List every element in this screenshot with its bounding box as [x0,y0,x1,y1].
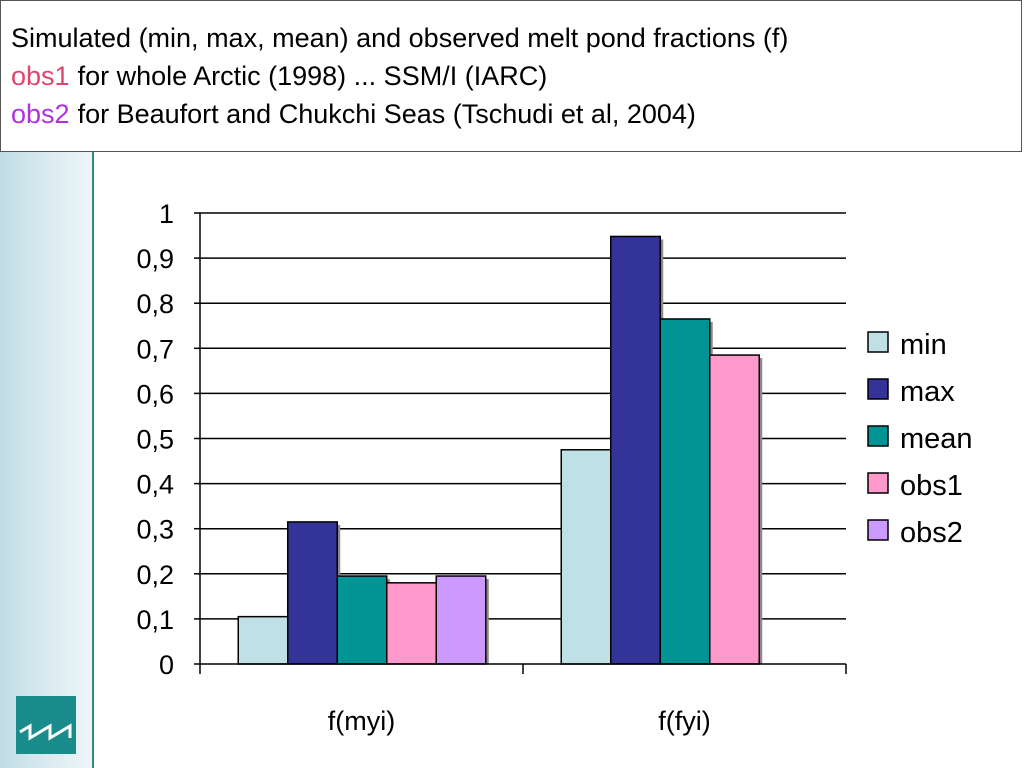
obs2-keyword: obs2 [11,99,70,129]
x-category-label: f(fyi) [658,706,710,736]
legend-swatch-min [867,331,889,353]
legend: min max mean obs1 obs2 [867,329,973,549]
obs1-keyword: obs1 [11,61,70,91]
side-divider-line [92,150,94,768]
legend-label-obs1: obs1 [900,470,963,502]
y-tick-label: 0,8 [136,289,174,319]
y-tick-label: 0,3 [136,515,174,545]
chart-title-line-1: Simulated (min, max, mean) and observed … [11,23,789,53]
y-tick-label: 0,1 [136,605,174,635]
y-tick-label: 0,5 [136,425,174,455]
axes: 0 0,1 0,2 0,3 0,4 0,5 0,6 0,7 0,8 0,9 1 f(myi) f(fyi… [136,199,847,736]
bar-max-1 [610,235,661,665]
y-tick-label: 0,4 [136,470,174,500]
y-tick-label: 0,7 [136,334,174,364]
chart-title-line-3: obs2 for Beaufort and Chukchi Seas (Tschu… [11,95,1011,133]
institute-logo [16,696,76,754]
legend-label-min: min [900,329,947,361]
legend-label-max: max [900,376,955,408]
chart-title-box: Simulated (min, max, mean) and observed … [0,0,1022,152]
legend-label-mean: mean [900,423,973,455]
legend-swatch-obs1 [867,472,889,494]
bar-obs1-1 [709,354,760,665]
legend-swatch-max [867,378,889,400]
bar-min-1 [560,449,612,665]
legend-swatch-obs2 [867,519,889,541]
bars [237,235,763,665]
bar-min-0 [237,615,289,665]
side-decoration-band [0,150,92,768]
y-tick-label: 0 [159,650,174,680]
bar-obs1-0 [386,582,437,665]
obs1-description: for whole Arctic (1998) ... SSM/I (IARC) [77,61,548,91]
x-category-label: f(myi) [328,706,395,736]
bar-mean-0 [336,575,388,665]
chart-title-line-2: obs1 for whole Arctic (1998) ... SSM/I (I… [11,57,1011,95]
y-tick-label: 1 [159,199,174,229]
legend-label-obs2: obs2 [900,517,963,549]
obs2-description: for Beaufort and Chukchi Seas (Tschudi e… [77,99,696,129]
y-tick-label: 0,9 [136,244,174,274]
bar-obs2-0 [435,575,487,665]
bar-max-0 [287,521,338,665]
bar-mean-1 [659,318,711,665]
legend-swatch-mean [867,425,889,447]
y-tick-label: 0,6 [136,379,174,409]
y-tick-label: 0,2 [136,560,174,590]
